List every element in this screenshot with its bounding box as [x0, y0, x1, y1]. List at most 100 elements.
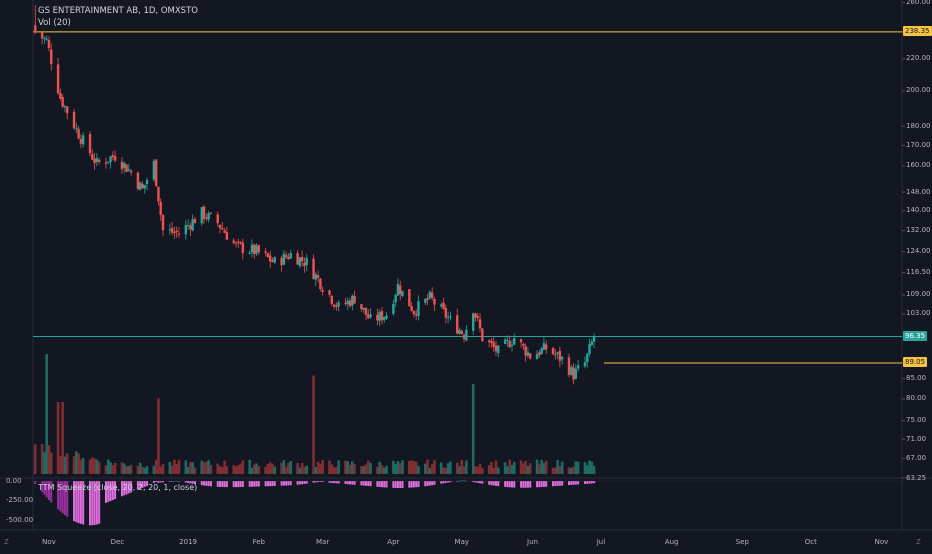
candle-body — [497, 345, 500, 353]
time-tick-label: Nov — [874, 538, 889, 546]
oscillator-tick-label: -500.00 — [6, 516, 34, 525]
volume-bar — [81, 458, 85, 474]
oscillator-bar — [431, 481, 434, 486]
candle-body — [380, 310, 384, 321]
candle-body — [223, 230, 226, 233]
volume-bar — [346, 461, 350, 474]
volume-bar — [398, 463, 402, 474]
oscillator-bar — [82, 481, 85, 525]
volume-bar — [202, 462, 206, 474]
volume-bar — [257, 465, 261, 474]
volume-bar — [184, 460, 188, 474]
candle-body — [61, 97, 64, 107]
candle-body — [141, 183, 144, 189]
oscillator-bar — [234, 481, 237, 488]
candle-body — [558, 350, 562, 361]
oscillator-bar — [490, 481, 493, 486]
volume-bar — [337, 460, 340, 474]
oscillator-bar — [346, 481, 349, 485]
candle-body — [460, 330, 463, 334]
candle-body — [72, 111, 76, 129]
oscillator-bar — [171, 481, 174, 482]
oscillator-bar — [139, 481, 142, 489]
candle-body — [177, 233, 181, 235]
candle-body — [560, 357, 564, 360]
volume-bar — [59, 455, 62, 474]
volume-bar — [583, 462, 587, 474]
candle-body — [34, 25, 37, 33]
candle-body — [428, 291, 432, 299]
candle-body — [50, 49, 53, 65]
volume-bar — [159, 466, 163, 474]
volume-bar — [248, 459, 251, 474]
volume-bar — [344, 460, 347, 474]
candle-body — [506, 339, 509, 341]
oscillator-bar — [239, 481, 242, 488]
candle-body — [367, 314, 370, 319]
candle-body — [266, 253, 270, 258]
candle-body — [490, 340, 493, 343]
oscillator-bar — [433, 481, 436, 485]
oscillator-bar — [353, 481, 356, 485]
candle-body — [554, 354, 557, 356]
oscillator-bar — [513, 481, 516, 488]
candle-body — [269, 255, 272, 262]
volume-bar — [109, 462, 112, 474]
oscillator-bar — [43, 481, 46, 495]
volume-bar — [319, 463, 322, 474]
volume-bar — [351, 461, 354, 474]
volume-bar — [305, 465, 309, 474]
oscillator-bar — [205, 481, 208, 486]
oscillator-bar — [125, 481, 128, 495]
oscillator-bar — [321, 481, 324, 483]
volume-bar — [289, 461, 293, 474]
oscillator-bar — [337, 481, 340, 484]
current-price-tag: 96.35 — [903, 330, 928, 341]
oscillator-bar — [136, 481, 139, 490]
candle-body — [218, 224, 222, 229]
oscillator-bar — [380, 481, 383, 488]
price-tick-label: 160.00 — [906, 161, 931, 170]
candle-body — [205, 217, 208, 219]
oscillator-bar — [157, 481, 160, 483]
volume-bar — [175, 463, 178, 474]
volume-bar — [471, 384, 475, 474]
oscillator-bar — [123, 481, 126, 496]
volume-bar — [490, 462, 493, 474]
volume-bar — [353, 464, 356, 474]
price-tick-label: 109.00 — [906, 290, 931, 299]
volume-bar — [33, 444, 37, 474]
oscillator-bar — [75, 481, 78, 523]
right-corner-icon[interactable]: Z — [916, 538, 921, 546]
volume-bar — [366, 460, 370, 474]
oscillator-bar — [378, 481, 381, 488]
oscillator-bar — [586, 481, 589, 484]
volume-indicator-label: Vol (20) — [38, 18, 71, 28]
oscillator-bar — [524, 481, 527, 488]
candle-body — [314, 274, 318, 280]
left-corner-icon[interactable]: Z — [4, 538, 9, 546]
time-tick-label: Mar — [316, 538, 330, 546]
volume-bar — [465, 460, 468, 474]
candle-body — [40, 32, 44, 39]
candle-body — [193, 218, 197, 224]
oscillator-bar — [344, 481, 347, 485]
volume-bar — [540, 460, 543, 474]
candle-body — [152, 160, 156, 180]
volume-bar — [558, 465, 562, 474]
candle-body — [300, 256, 304, 262]
volume-bar — [522, 463, 525, 474]
volume-bar — [321, 459, 324, 474]
candle-body — [378, 311, 381, 321]
oscillator-bar — [399, 481, 402, 489]
volume-bar — [138, 462, 142, 474]
volume-bar — [303, 466, 306, 474]
volume-bar — [426, 459, 429, 474]
volume-bar — [239, 463, 242, 474]
volume-bar — [376, 466, 379, 474]
volume-bar — [474, 466, 477, 474]
oscillator-bar — [574, 481, 577, 485]
candle-body — [369, 314, 372, 318]
